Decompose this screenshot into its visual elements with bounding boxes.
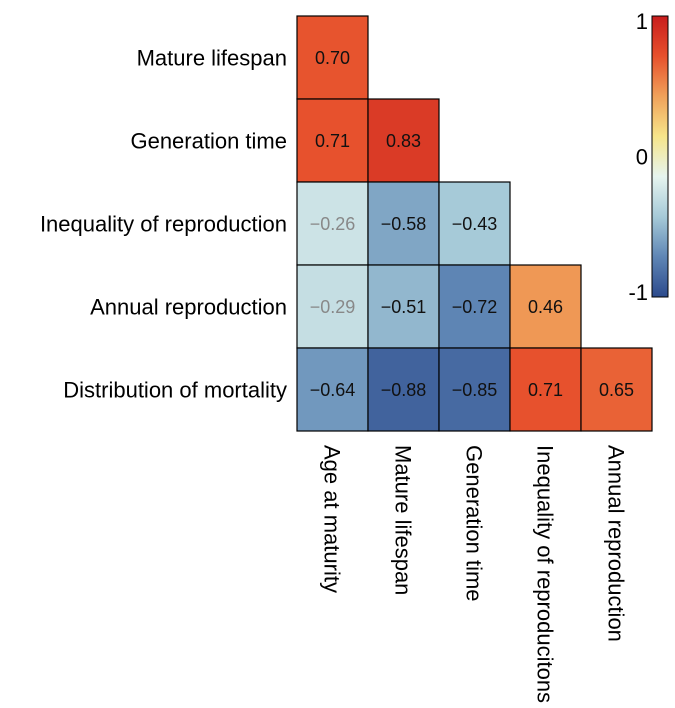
heatmap-cell-fill xyxy=(296,181,369,266)
colorbar-tick-label: 0 xyxy=(636,144,648,169)
heatmap-cell-fill xyxy=(367,98,440,183)
column-label: Mature lifespan xyxy=(391,445,416,595)
heatmap-cell-fill xyxy=(509,264,582,349)
heatmap-cell: 0.46 xyxy=(509,264,582,349)
colorbar: 1 0 -1 xyxy=(628,9,669,305)
heatmap-cell: 0.65 xyxy=(580,347,653,432)
heatmap-cell-fill xyxy=(580,347,653,432)
row-label: Mature lifespan xyxy=(137,45,287,70)
heatmap-cell-fill xyxy=(367,347,440,432)
row-label: Inequality of reproduction xyxy=(40,211,287,236)
heatmap-cell-value: −0.58 xyxy=(381,214,427,234)
colorbar-tick-label: 1 xyxy=(636,9,648,34)
heatmap-cell: −0.88 xyxy=(367,347,440,432)
heatmap-cell: −0.26 xyxy=(296,181,369,266)
heatmap-cell-value: −0.85 xyxy=(452,380,498,400)
heatmap-cell: −0.58 xyxy=(367,181,440,266)
heatmap-cell-value: −0.64 xyxy=(310,380,356,400)
heatmap-cell-fill xyxy=(438,347,511,432)
heatmap-cell-value: −0.51 xyxy=(381,297,427,317)
heatmap-cell-value: 0.71 xyxy=(528,380,563,400)
heatmap-cell-value: 0.83 xyxy=(386,131,421,151)
heatmap-cell-value: 0.70 xyxy=(315,48,350,68)
heatmap-cell: −0.51 xyxy=(367,264,440,349)
colorbar-tick-label: -1 xyxy=(628,280,648,305)
heatmap-cell-value: −0.88 xyxy=(381,380,427,400)
heatmap-cell: 0.71 xyxy=(509,347,582,432)
heatmap-cell-value: −0.29 xyxy=(310,297,356,317)
heatmap-cells: 0.70 0.71 0.83 −0.26 −0.58 −0.43 −0.29 −0.51 −0.… xyxy=(296,15,653,432)
heatmap-cell: −0.64 xyxy=(296,347,369,432)
heatmap-cell-value: 0.46 xyxy=(528,297,563,317)
column-label: Inequality of reproducitons xyxy=(533,445,558,703)
heatmap-cell-value: −0.43 xyxy=(452,214,498,234)
row-label: Generation time xyxy=(130,128,287,153)
heatmap-cell-fill xyxy=(296,15,369,100)
column-label: Annual reproduction xyxy=(604,445,629,642)
heatmap-cell-fill xyxy=(509,347,582,432)
heatmap-cell: 0.83 xyxy=(367,98,440,183)
heatmap-cell-value: −0.72 xyxy=(452,297,498,317)
heatmap-cell: −0.72 xyxy=(438,264,511,349)
heatmap-cell-fill xyxy=(367,264,440,349)
heatmap-cell: −0.29 xyxy=(296,264,369,349)
colorbar-gradient xyxy=(651,15,669,298)
heatmap-cell-fill xyxy=(296,98,369,183)
row-label: Annual reproduction xyxy=(90,294,287,319)
heatmap-cell: 0.71 xyxy=(296,98,369,183)
column-label: Generation time xyxy=(462,445,487,602)
heatmap-cell-fill xyxy=(438,181,511,266)
heatmap-cell: −0.43 xyxy=(438,181,511,266)
column-label: Age at maturity xyxy=(320,445,345,593)
column-labels: Age at maturity Mature lifespan Generation… xyxy=(320,445,629,703)
heatmap-cell-value: −0.26 xyxy=(310,214,356,234)
heatmap-cell: 0.70 xyxy=(296,15,369,100)
heatmap-cell-value: 0.65 xyxy=(599,380,634,400)
row-labels: Mature lifespan Generation time Inequality… xyxy=(40,45,287,402)
row-label: Distribution of mortality xyxy=(63,377,287,402)
heatmap-cell-value: 0.71 xyxy=(315,131,350,151)
heatmap-cell: −0.85 xyxy=(438,347,511,432)
